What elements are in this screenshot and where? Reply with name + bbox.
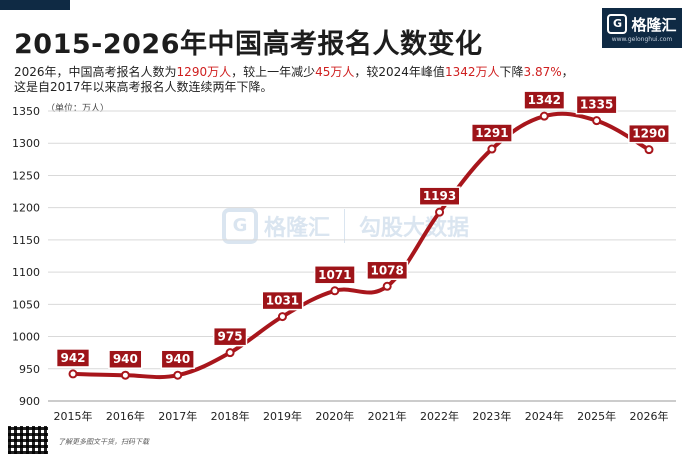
chart-subtitle: 2026年，中国高考报名人数为1290万人，较上一年减少45万人，较2024年峰…: [14, 65, 574, 95]
data-label-box: [470, 123, 513, 143]
top-accent-bar: [0, 0, 70, 10]
data-label: 1071: [318, 268, 351, 282]
watermark: G 格隆汇 勾股大数据: [222, 208, 469, 244]
y-tick-label: 1300: [12, 137, 40, 150]
unit-label: （单位：万人）: [46, 104, 110, 114]
watermark-divider: [344, 209, 346, 243]
y-tick-label: 950: [19, 363, 40, 376]
data-point: [68, 369, 78, 379]
qr-code-icon[interactable]: [8, 426, 48, 454]
data-label-box: [212, 326, 248, 347]
x-tick-label: 2015年: [54, 409, 93, 423]
data-label: 942: [60, 351, 85, 365]
data-point: [120, 370, 130, 380]
x-tick-label: 2020年: [315, 409, 354, 423]
x-tick-label: 2021年: [368, 409, 407, 423]
data-label-box: [55, 348, 91, 368]
data-label-box: [108, 349, 143, 369]
data-label: 1078: [370, 263, 403, 277]
data-label: 975: [218, 330, 243, 344]
y-tick-label: 900: [19, 395, 40, 408]
data-label-box: [261, 290, 304, 311]
watermark-left-text: 格隆汇: [264, 216, 331, 241]
subtitle-line-2: 这是自2017年以来高考报名人数连续两年下降。: [14, 80, 273, 94]
subtitle-line-1: 2026年，中国高考报名人数为1290万人，较上一年减少45万人，较2024年峰…: [14, 65, 574, 79]
y-tick-label: 1100: [12, 266, 40, 279]
data-label: 1342: [528, 93, 561, 107]
x-tick-label: 2023年: [472, 409, 511, 423]
data-label-box: [575, 94, 618, 115]
data-label-box: [523, 90, 566, 110]
x-tick-label: 2022年: [420, 409, 459, 423]
data-label: 1335: [580, 98, 613, 112]
watermark-right-text: 勾股大数据: [359, 216, 470, 241]
y-tick-label: 1250: [12, 169, 40, 182]
data-label: 1031: [266, 294, 299, 308]
data-point: [539, 111, 549, 121]
data-point: [173, 370, 183, 380]
y-tick-label: 1000: [12, 331, 40, 344]
y-tick-label: 1350: [12, 105, 40, 118]
data-label: 1193: [423, 189, 456, 203]
data-label: 1290: [632, 127, 665, 141]
data-label-box: [313, 265, 356, 285]
y-tick-label: 1200: [12, 202, 40, 215]
logo-mark: G: [607, 14, 628, 34]
data-label: 1291: [475, 126, 508, 140]
y-tick-label: 1150: [12, 234, 40, 247]
x-tick-label: 2025年: [577, 409, 616, 423]
data-label: 940: [113, 352, 138, 366]
data-point: [435, 207, 445, 217]
data-point: [225, 348, 235, 358]
watermark-logo-icon: G: [222, 208, 258, 244]
data-point: [382, 281, 392, 291]
x-tick-label: 2019年: [263, 409, 302, 423]
series-line: [71, 111, 651, 380]
data-point: [487, 144, 497, 154]
data-point: [330, 286, 340, 296]
data-label-box: [418, 186, 461, 206]
data-point: [644, 145, 654, 155]
data-label-box: [628, 123, 670, 144]
data-point: [592, 116, 602, 126]
chart-title: 2015-2026年中国高考报名人数变化: [14, 29, 483, 60]
x-tick-label: 2026年: [630, 409, 669, 423]
x-tick-label: 2017年: [158, 409, 197, 423]
footer-text: 了解更多图文干货，扫码下载: [58, 438, 149, 446]
data-label-box: [366, 260, 409, 281]
logo-url: www.gelonghui.com: [611, 35, 673, 43]
x-tick-label: 2024年: [525, 409, 564, 423]
brand-logo: G 格隆汇 www.gelonghui.com: [602, 8, 682, 48]
data-label: 940: [165, 352, 190, 366]
data-point: [277, 312, 287, 322]
logo-name: 格隆汇: [631, 15, 677, 34]
x-tick-label: 2016年: [106, 409, 145, 423]
x-tick-label: 2018年: [211, 409, 250, 423]
y-tick-label: 1050: [12, 298, 40, 311]
data-label-box: [160, 349, 195, 369]
